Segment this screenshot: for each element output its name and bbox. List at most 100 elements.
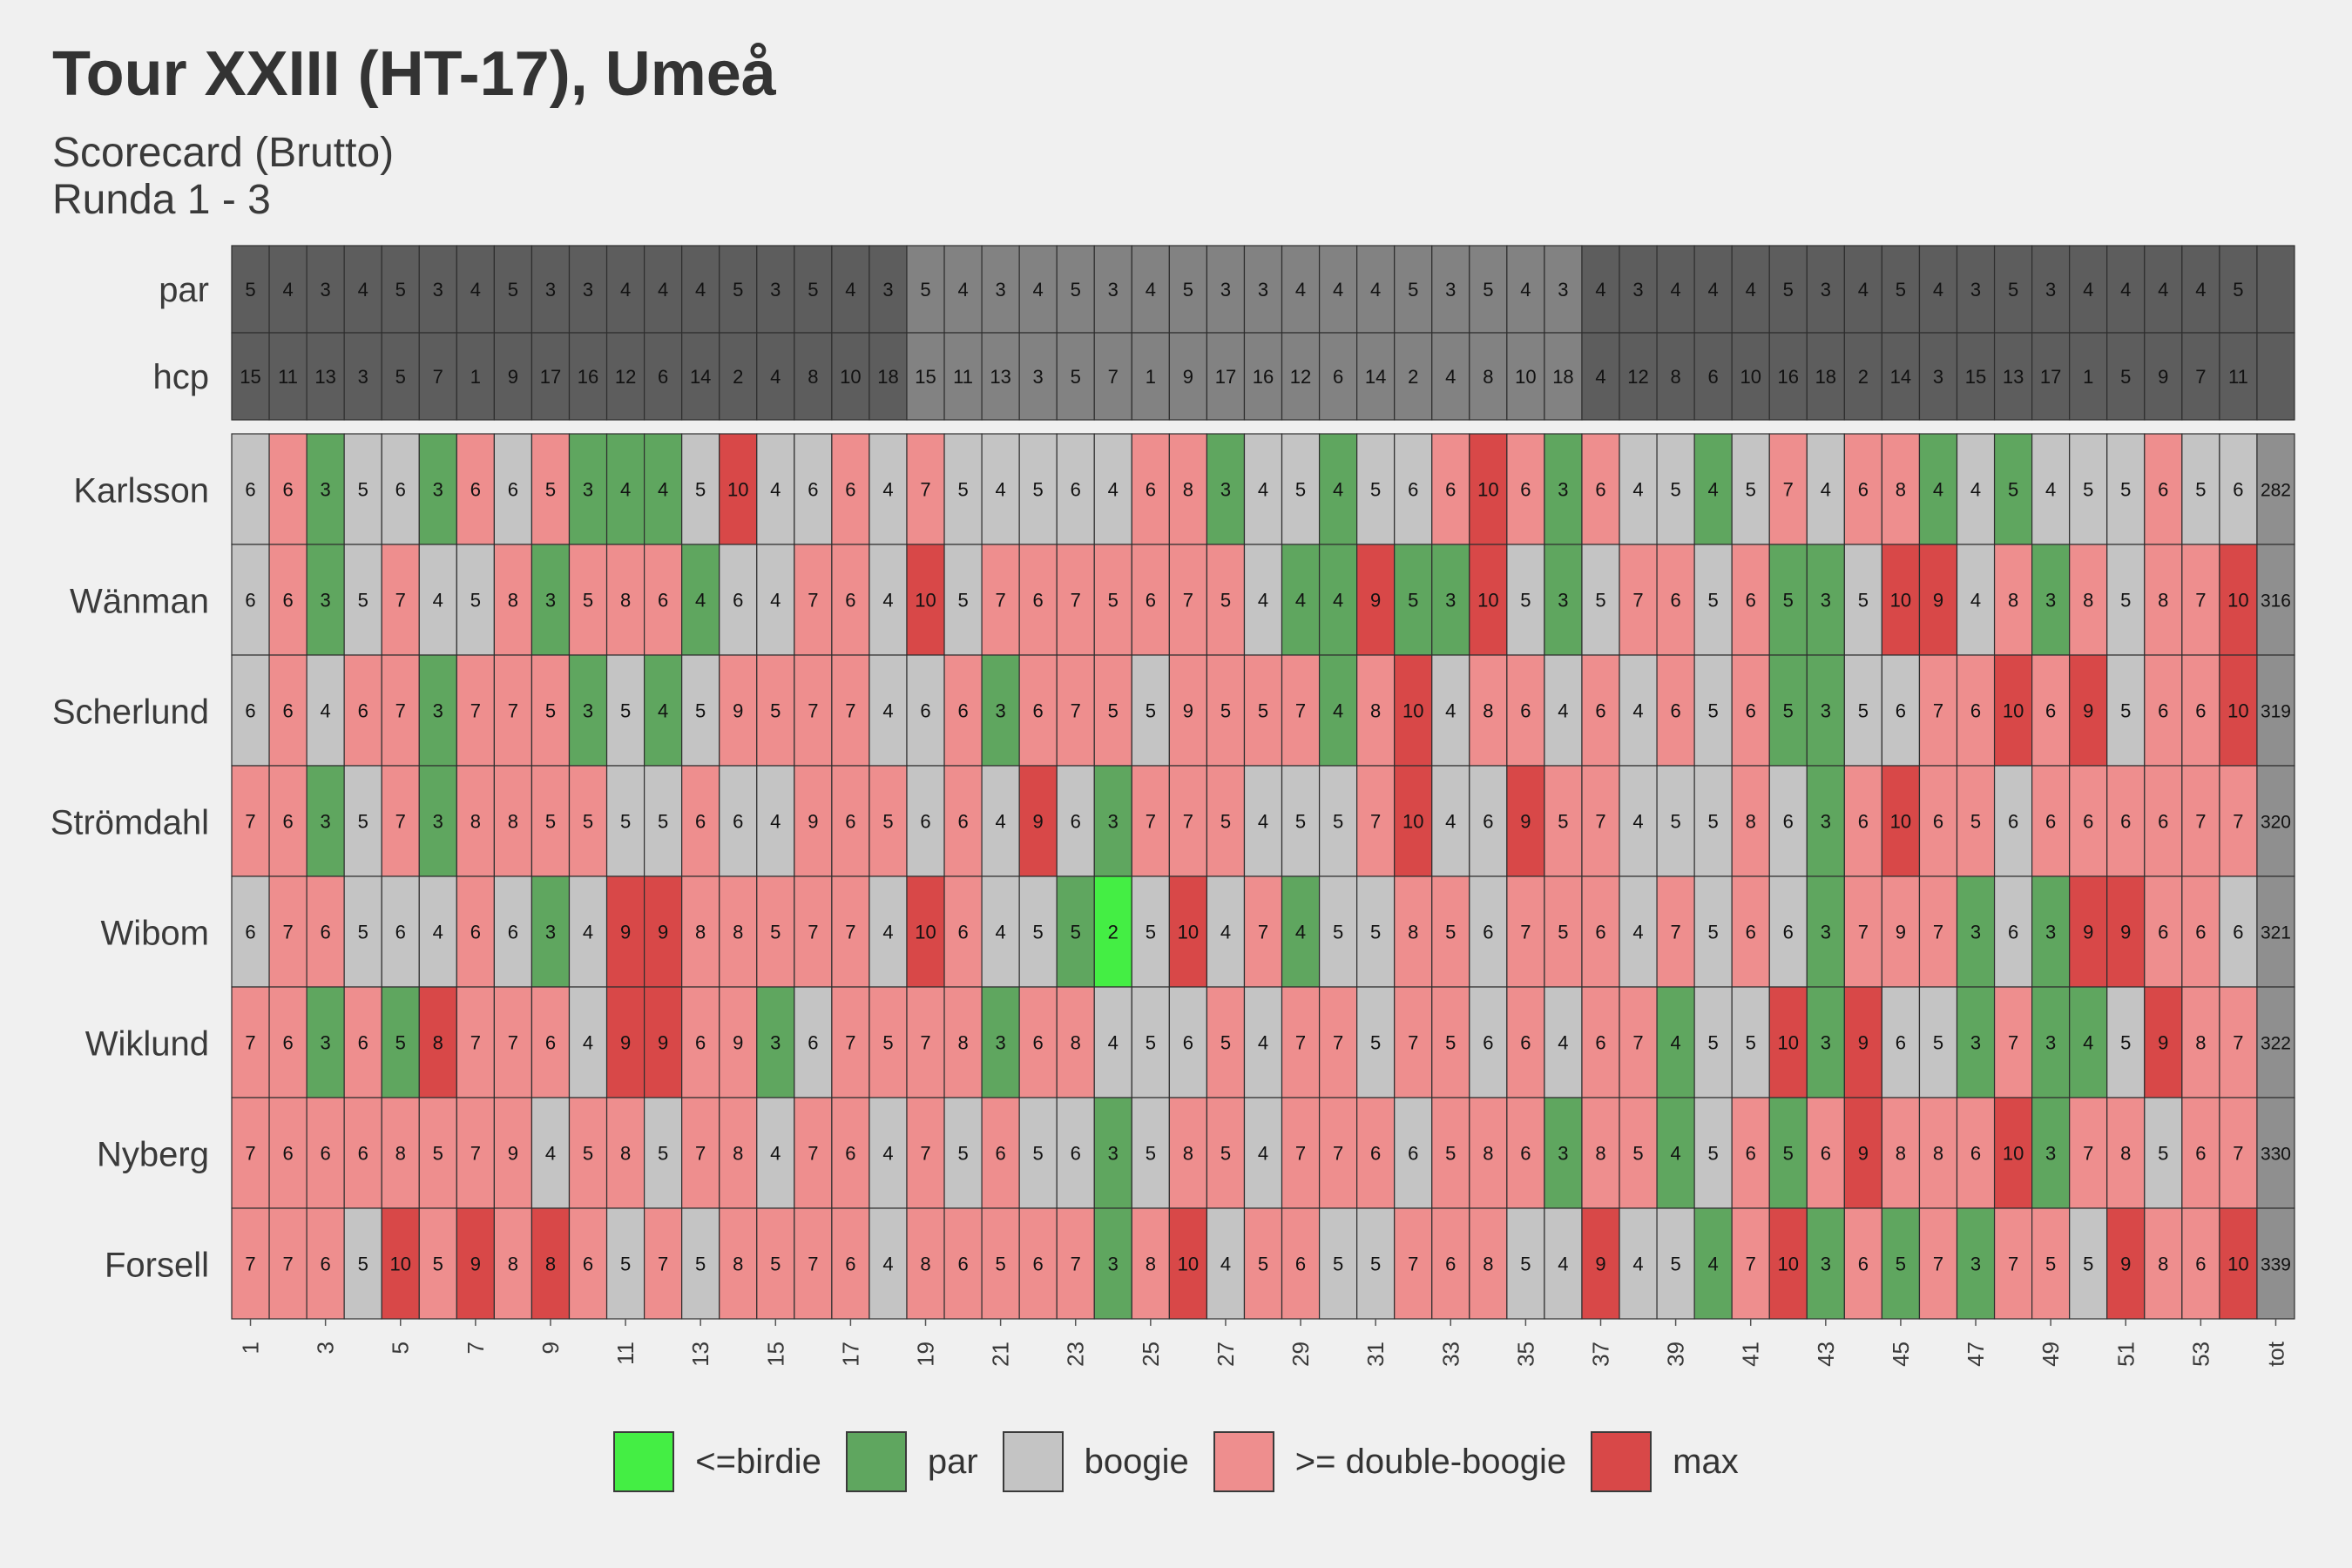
score-cell — [1243, 654, 1283, 767]
score-value: 4 — [882, 1143, 893, 1165]
header-cell-value-hcp: 17 — [540, 366, 561, 388]
score-value: 6 — [845, 479, 855, 501]
header-cell-hcp — [1768, 332, 1808, 421]
score-cell — [1993, 654, 2033, 767]
score-value: 10 — [2227, 700, 2248, 722]
score-value: 4 — [882, 700, 893, 722]
score-cell — [2144, 544, 2183, 656]
score-value: 7 — [1295, 1032, 1306, 1054]
header-cell-par — [1168, 245, 1208, 334]
x-tick-label: 51 — [2112, 1342, 2139, 1367]
score-cell — [493, 1207, 533, 1320]
score-cell — [493, 1097, 533, 1209]
score-value: 6 — [2083, 811, 2093, 833]
score-value: 7 — [808, 1143, 818, 1165]
score-value: 6 — [1821, 1143, 1831, 1165]
score-cell — [2181, 433, 2220, 545]
score-cell — [231, 544, 270, 656]
header-cell-value-par: 3 — [770, 279, 781, 301]
score-cell — [981, 544, 1020, 656]
score-cell — [1619, 765, 1658, 877]
score-cell — [1768, 544, 1808, 656]
score-value: 6 — [2233, 922, 2243, 943]
score-cell — [1318, 544, 1358, 656]
header-cell-value-par: 5 — [1483, 279, 1493, 301]
score-value: 5 — [882, 811, 893, 833]
score-value: 6 — [2195, 1143, 2206, 1165]
score-value: 4 — [583, 1032, 593, 1054]
score-cell — [1731, 1207, 1770, 1320]
score-value: 6 — [245, 479, 255, 501]
score-value: 6 — [2158, 922, 2168, 943]
total-value: 316 — [2261, 591, 2291, 612]
score-value: 10 — [1178, 922, 1199, 943]
score-cell — [1768, 654, 1808, 767]
header-cell-value-hcp: 13 — [2003, 366, 2024, 388]
score-value: 7 — [1183, 590, 1193, 612]
score-value: 7 — [1632, 1032, 1643, 1054]
score-value: 10 — [1402, 811, 1423, 833]
score-value: 3 — [1970, 1032, 1981, 1054]
header-cell-hcp — [1843, 332, 1883, 421]
header-cell-hcp — [418, 332, 457, 421]
score-cell — [1093, 654, 1132, 767]
score-value: 5 — [358, 1254, 368, 1275]
score-value: 8 — [1595, 1143, 1605, 1165]
score-cell — [868, 654, 908, 767]
score-value: 5 — [695, 700, 706, 722]
score-value: 5 — [1370, 1032, 1381, 1054]
score-value: 5 — [358, 811, 368, 833]
score-value: 6 — [845, 590, 855, 612]
score-value: 4 — [995, 922, 1005, 943]
score-value: 3 — [2045, 1032, 2056, 1054]
score-value: 8 — [1071, 1032, 1081, 1054]
score-value: 5 — [2120, 590, 2131, 612]
header-cell-hcp — [1431, 332, 1470, 421]
header-cell-value-par: 3 — [1258, 279, 1268, 301]
score-value: 5 — [583, 811, 593, 833]
score-value: 5 — [1632, 1143, 1643, 1165]
score-value: 5 — [2120, 700, 2131, 722]
score-cell — [456, 875, 495, 988]
score-value: 5 — [1220, 1143, 1231, 1165]
header-cell-value-hcp: 15 — [240, 366, 260, 388]
score-cell — [568, 765, 608, 877]
score-cell — [1581, 1097, 1620, 1209]
chart-subtitle: Scorecard (Brutto) — [52, 130, 395, 176]
score-cell — [456, 433, 495, 545]
score-value: 6 — [1520, 700, 1531, 722]
score-cell — [1843, 1207, 1883, 1320]
score-value: 3 — [545, 590, 556, 612]
score-value: 3 — [995, 1032, 1005, 1054]
score-value: 5 — [658, 1143, 668, 1165]
header-cell-hcp — [831, 332, 870, 421]
score-cell — [794, 544, 833, 656]
header-cell-value-par: 4 — [1746, 279, 1756, 301]
score-value: 4 — [1632, 1254, 1643, 1275]
header-cell-value-hcp: 18 — [1552, 366, 1573, 388]
score-value: 4 — [1670, 1143, 1680, 1165]
score-value: 6 — [1033, 1254, 1044, 1275]
player-label: Wiklund — [85, 1025, 209, 1064]
header-cell-hcp — [1469, 332, 1508, 421]
header-cell-value-hcp: 8 — [1670, 366, 1680, 388]
chart-title: Tour XXIII (HT-17), Umeå — [52, 39, 776, 109]
score-value: 6 — [2008, 811, 2018, 833]
score-cell — [1918, 875, 1958, 988]
score-cell — [1056, 433, 1095, 545]
legend-label-birdie: <=birdie — [695, 1442, 821, 1481]
score-cell — [1581, 875, 1620, 988]
x-tick-label: 7 — [463, 1342, 489, 1354]
score-value: 7 — [808, 1254, 818, 1275]
score-value: 3 — [1108, 1143, 1119, 1165]
score-cell — [1843, 544, 1883, 656]
score-value: 5 — [957, 590, 968, 612]
score-cell — [1018, 433, 1058, 545]
score-value: 6 — [1970, 1143, 1981, 1165]
score-value: 7 — [395, 700, 406, 722]
header-cell-par — [981, 245, 1020, 334]
score-cell — [1993, 1097, 2033, 1209]
header-cell-hcp — [1581, 332, 1620, 421]
score-cell — [418, 654, 457, 767]
total-value: 322 — [2261, 1034, 2291, 1054]
